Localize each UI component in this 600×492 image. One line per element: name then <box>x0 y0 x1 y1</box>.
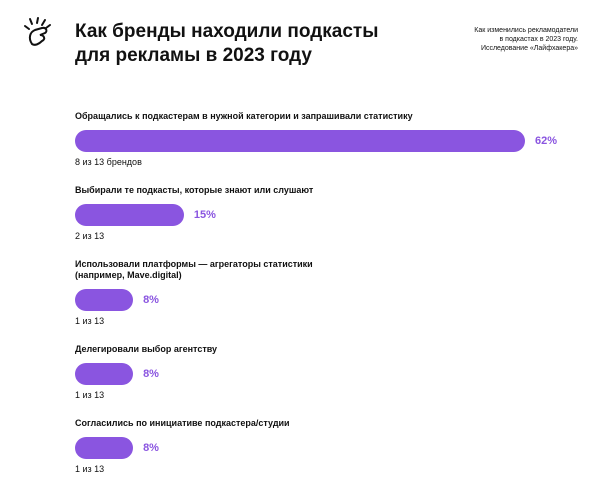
bar-row: Делегировали выбор агентству 8% 1 из 13 <box>75 344 575 401</box>
note: 1 из 13 <box>75 316 105 326</box>
bar-row: Обращались к подкастерам в нужной катего… <box>75 111 575 168</box>
value-label: 8% <box>143 442 159 454</box>
category-label: Выбирали те подкасты, которые знают или … <box>75 185 314 195</box>
chart-title: Как бренды находили подкасты для рекламы… <box>75 21 379 66</box>
logo-icon <box>24 17 51 46</box>
bar-track: 8% <box>75 437 575 459</box>
bar-row: Выбирали те подкасты, которые знают или … <box>75 185 575 242</box>
bar-row: Использовали платформы — агрегаторы стат… <box>75 259 575 327</box>
bar-track: 8% <box>75 289 575 311</box>
bar-row: Согласились по инициативе подкастера/сту… <box>75 418 575 475</box>
category-label: Обращались к подкастерам в нужной катего… <box>75 111 413 121</box>
bar <box>75 363 134 385</box>
value-label: 62% <box>535 135 558 147</box>
bar <box>75 437 134 459</box>
category-label: Использовали платформы — агрегаторы стат… <box>75 259 313 280</box>
note: 2 из 13 <box>75 231 105 241</box>
note: 8 из 13 брендов <box>75 157 142 167</box>
subtitle-line: Как изменились рекламодатели <box>474 27 578 34</box>
bar-track: 8% <box>75 363 575 385</box>
bar <box>75 289 134 311</box>
subtitle-line: Исследование «Лайфхакера» <box>480 45 578 52</box>
bar <box>75 204 184 226</box>
value-label: 8% <box>143 368 159 380</box>
bar <box>75 130 525 152</box>
bar-track: 62% <box>75 130 575 152</box>
bar-list: Обращались к подкастерам в нужной катего… <box>75 111 575 492</box>
value-label: 8% <box>143 294 159 306</box>
bar-track: 15% <box>75 204 575 226</box>
category-label: Делегировали выбор агентству <box>75 344 218 354</box>
note: 1 из 13 <box>75 464 105 474</box>
value-label: 15% <box>193 209 216 221</box>
subtitle-line: в подкастах в 2023 году. <box>499 36 578 43</box>
note: 1 из 13 <box>75 390 105 400</box>
category-label: Согласились по инициативе подкастера/сту… <box>75 418 290 428</box>
subtitle: Как изменились рекламодатели в подкастах … <box>474 26 578 53</box>
